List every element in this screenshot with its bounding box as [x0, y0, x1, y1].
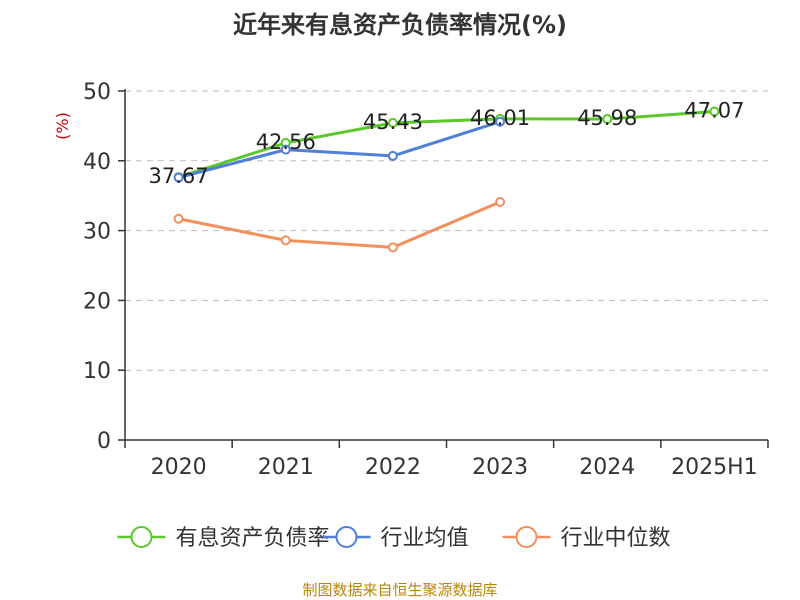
- legend-swatch-marker-2: [515, 526, 538, 548]
- x-tick-label-2020: 2020: [151, 455, 207, 480]
- legend-label-1: 行业均值: [381, 526, 469, 551]
- series-0-point-2025H1: [709, 106, 720, 117]
- y-tick-labels: 0 10 20 30 40 50: [83, 80, 111, 454]
- series-2-point-2020: [173, 213, 184, 224]
- series-1-point-2021: [280, 144, 291, 155]
- legend-item-0: 有息资产负债率: [117, 526, 330, 551]
- y-tick-label-20: 20: [83, 289, 111, 314]
- legend-swatch-marker-0: [130, 526, 153, 548]
- x-tick-label-2022: 2022: [365, 455, 421, 480]
- x-tick-labels: 2020 2021 2022 2023 2024 2025H1: [151, 455, 758, 480]
- y-tick-label-30: 30: [83, 220, 111, 245]
- y-axis-unit: (%): [53, 112, 72, 140]
- series-line-0: [178, 109, 715, 179]
- legend-swatch-marker-1: [335, 526, 358, 548]
- series-line-2: [178, 200, 501, 249]
- axes: [118, 89, 769, 448]
- data-label-2021: 42.56: [256, 130, 316, 154]
- series-2-point-2021: [280, 235, 291, 246]
- legend-item-1: 行业均值: [322, 526, 469, 551]
- source-note: 制图数据来自恒生聚源数据库: [302, 581, 497, 599]
- chart-title: 近年来有息资产负债率情况(%): [233, 11, 567, 39]
- series-1-point-2020: [173, 172, 184, 183]
- series-1-point-2023: [495, 116, 506, 127]
- legend-label-2: 行业中位数: [561, 526, 671, 551]
- series-2-point-2022: [387, 242, 398, 253]
- data-label-2024: 45.98: [577, 106, 637, 130]
- x-tick-label-2025H1: 2025H1: [671, 455, 758, 480]
- x-tick-label-2021: 2021: [258, 455, 314, 480]
- x-tick-label-2024: 2024: [579, 455, 635, 480]
- data-label-2020: 37.67: [149, 164, 209, 188]
- x-tick-label-2023: 2023: [472, 455, 528, 480]
- series-0-point-2022: [387, 117, 398, 128]
- data-label-2023: 46.01: [470, 106, 530, 130]
- data-label-2025H1: 47.07: [684, 98, 744, 122]
- legend-item-2: 行业中位数: [502, 526, 671, 551]
- gridlines: [125, 90, 768, 371]
- data-labels: 37.67 42.56 45.43 46.01 45.98 47.07: [149, 98, 745, 188]
- series-2-point-2023: [495, 196, 506, 207]
- series-0-point-2024: [602, 114, 613, 125]
- series-1-point-2022: [387, 150, 398, 161]
- y-tick-label-50: 50: [83, 80, 111, 105]
- series-line-1: [178, 120, 501, 180]
- legend: 有息资产负债率 行业均值 行业中位数: [117, 526, 671, 551]
- legend-label-0: 有息资产负债率: [176, 526, 330, 551]
- series-lines: [173, 106, 720, 253]
- data-label-2022: 45.43: [363, 110, 423, 134]
- y-tick-label-0: 0: [97, 429, 111, 454]
- y-tick-label-40: 40: [83, 150, 111, 175]
- y-tick-label-10: 10: [83, 359, 111, 384]
